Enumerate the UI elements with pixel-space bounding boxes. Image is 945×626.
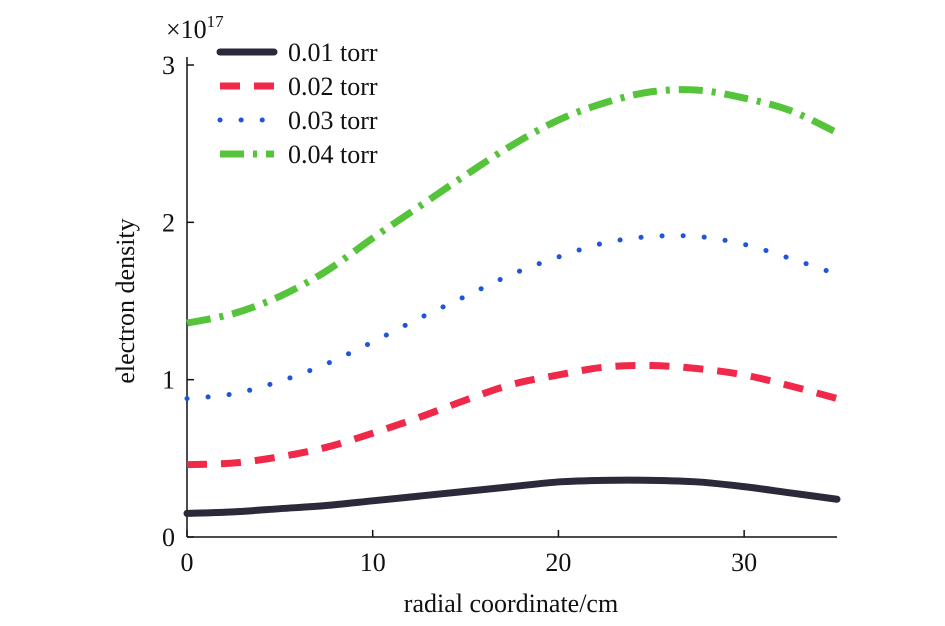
legend-label-3: 0.03 torr xyxy=(288,106,378,135)
series-line-1 xyxy=(183,476,841,517)
ticks-layer: 0 10 20 30 0 1 2 3 xyxy=(162,51,757,577)
y-multiplier-label: ×1017 xyxy=(166,12,224,44)
y-tick-label: 0 xyxy=(162,523,175,552)
x-axis-label: radial coordinate/cm xyxy=(404,589,618,618)
legend-label-2: 0.02 torr xyxy=(288,72,378,101)
series-layer xyxy=(183,86,841,517)
series-line-3 xyxy=(184,233,840,402)
y-tick-label: 2 xyxy=(162,208,175,237)
y-multiplier-exponent: 17 xyxy=(207,12,225,31)
legend-label-1: 0.01 torr xyxy=(288,38,378,67)
y-axis-label: electron density xyxy=(111,218,140,383)
series-line-2 xyxy=(186,361,838,469)
y-tick-label: 3 xyxy=(162,51,175,80)
x-tick-label: 30 xyxy=(731,548,757,577)
y-multiplier-base: ×10 xyxy=(166,15,207,44)
y-tick-label: 1 xyxy=(162,366,175,395)
x-tick-label: 10 xyxy=(360,548,386,577)
series-line-4 xyxy=(186,86,839,327)
legend-label-4: 0.04 torr xyxy=(288,140,378,169)
legend: 0.01 torr 0.02 torr 0.03 torr 0.04 torr xyxy=(216,38,378,169)
x-tick-label: 20 xyxy=(545,548,571,577)
x-tick-label: 0 xyxy=(181,548,194,577)
plot-area: 0 10 20 30 0 1 2 3 xyxy=(162,51,841,577)
